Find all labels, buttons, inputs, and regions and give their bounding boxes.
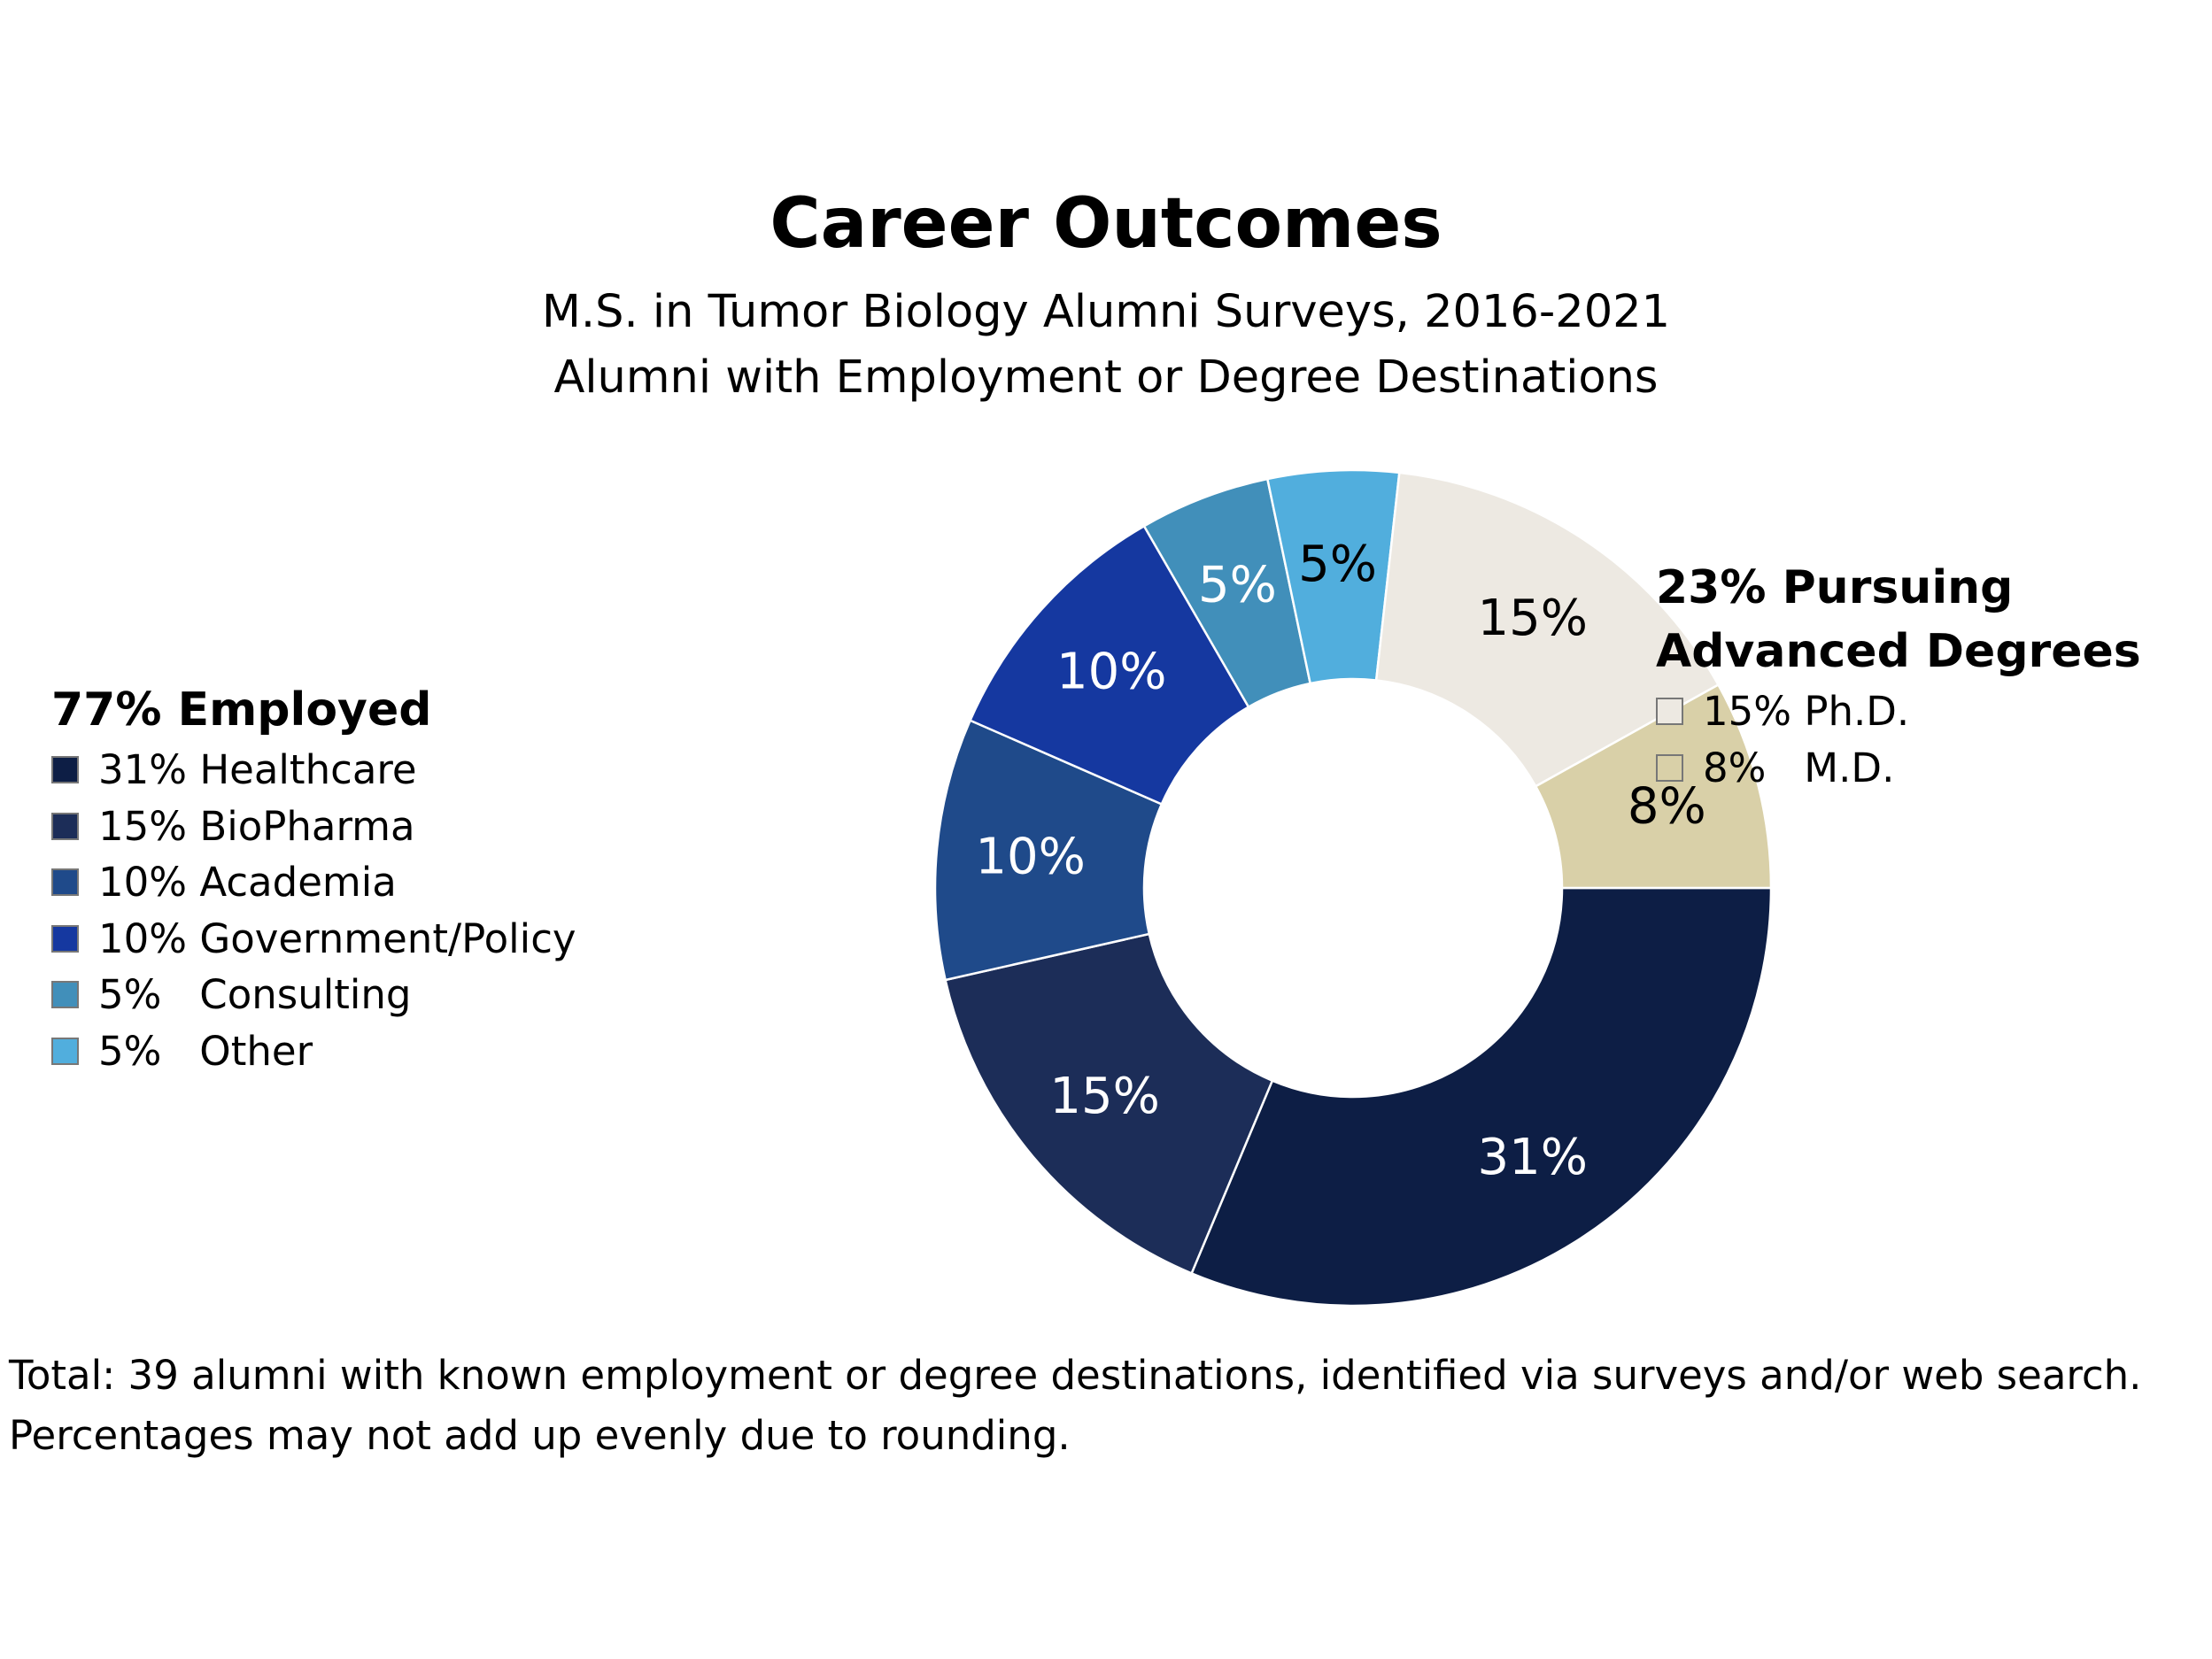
employed-legend-item: 15% BioPharma bbox=[51, 799, 576, 855]
slice-value-label: 10% bbox=[1056, 643, 1166, 700]
slice-biopharma bbox=[944, 932, 1274, 1275]
employed-legend-item: 5% Other bbox=[51, 1023, 576, 1080]
employed-legend-swatch bbox=[51, 812, 79, 840]
slice-government-policy bbox=[968, 524, 1250, 806]
slice-value-label: 31% bbox=[1478, 1129, 1588, 1186]
employed-legend-title: 77% Employed bbox=[51, 683, 432, 737]
slice-value-label: 10% bbox=[975, 829, 1085, 886]
degrees-legend-swatch bbox=[1656, 698, 1683, 726]
slice-value-label: 15% bbox=[1478, 590, 1588, 647]
degrees-legend-item: 15% Ph.D. bbox=[1656, 683, 2141, 740]
slice-healthcare bbox=[1190, 886, 1773, 1308]
slice-value-label: 8% bbox=[1628, 778, 1706, 836]
employed-legend-label: 31% Healthcare bbox=[98, 746, 417, 793]
employed-legend-swatch bbox=[51, 924, 79, 953]
slice-value-label: 15% bbox=[1049, 1068, 1159, 1125]
employed-legend-label: 15% BioPharma bbox=[98, 802, 415, 850]
degrees-legend-title-line-2: Advanced Degrees bbox=[1656, 625, 2141, 678]
employed-legend-label: 10% Government/Policy bbox=[98, 914, 576, 962]
employed-legend-label: 10% Academia bbox=[98, 859, 397, 906]
degrees-legend: 23% Pursuing Advanced Degrees 15% Ph.D. 8… bbox=[1656, 556, 2141, 796]
degrees-legend-label: 15% Ph.D. bbox=[1703, 688, 1910, 735]
employed-legend-item: 10% Government/Policy bbox=[51, 911, 576, 968]
degrees-legend-swatch bbox=[1656, 753, 1683, 782]
slice-value-label: 5% bbox=[1298, 536, 1377, 593]
employed-legend-item: 5% Consulting bbox=[51, 967, 576, 1023]
employed-legend-swatch bbox=[51, 868, 79, 897]
footnote-line-1: Total: 39 alumni with known employment o… bbox=[9, 1352, 2142, 1399]
slice-m-d- bbox=[1534, 683, 1773, 890]
chart-subtitle-line-2: Alumni with Employment or Degree Destina… bbox=[553, 351, 1659, 404]
footnote-line-2: Percentages may not add up evenly due to… bbox=[9, 1412, 1071, 1459]
employed-legend-item: 10% Academia bbox=[51, 854, 576, 911]
employed-legend-item: 31% Healthcare bbox=[51, 742, 576, 799]
employed-legend-label: 5% Other bbox=[98, 1027, 313, 1075]
degrees-legend-label: 8% M.D. bbox=[1703, 744, 1895, 791]
employed-legend-swatch bbox=[51, 1037, 79, 1065]
slice-academia bbox=[933, 719, 1164, 982]
employed-legend-label: 5% Consulting bbox=[98, 971, 412, 1018]
footnote: Total: 39 alumni with known employment o… bbox=[9, 1346, 2141, 1466]
degrees-legend-title-line-1: 23% Pursuing bbox=[1656, 561, 2014, 614]
chart-subtitle-line-1: M.S. in Tumor Biology Alumni Surveys, 20… bbox=[541, 286, 1671, 338]
degrees-legend-item: 8% M.D. bbox=[1656, 740, 2141, 797]
chart-title: Career Outcomes bbox=[770, 184, 1442, 264]
employed-legend-swatch bbox=[51, 981, 79, 1009]
employed-legend: 77% Employed 31% Healthcare 15% BioPharma… bbox=[51, 678, 576, 1079]
slice-value-label: 5% bbox=[1198, 557, 1277, 614]
slice-ph-d- bbox=[1374, 471, 1721, 788]
employed-legend-swatch bbox=[51, 756, 79, 784]
